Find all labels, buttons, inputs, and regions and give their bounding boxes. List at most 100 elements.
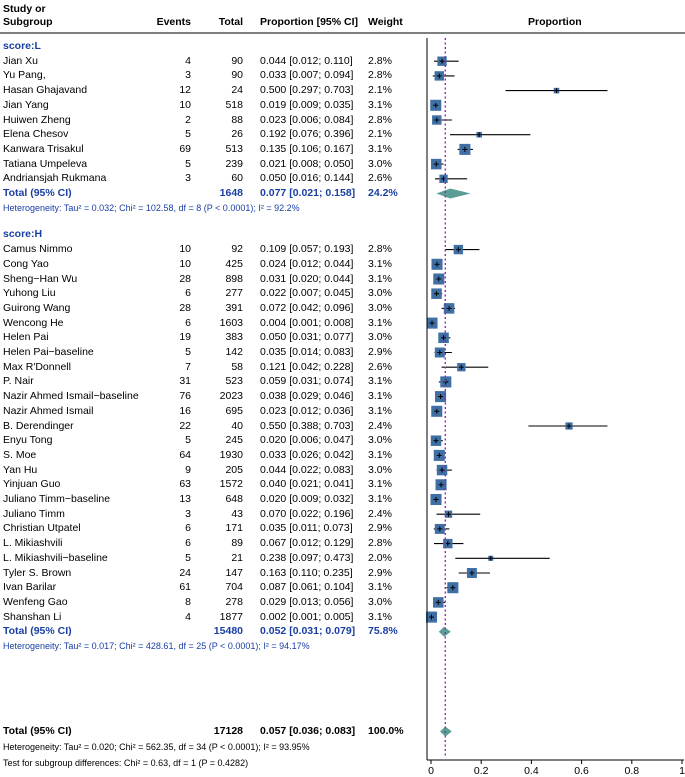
x-tick-label: 0.6 <box>574 765 589 777</box>
study-ci: 0.031 [0.020; 0.044] <box>260 272 354 285</box>
study-total: 92 <box>231 243 243 256</box>
study-ci: 0.044 [0.012; 0.110] <box>260 54 353 67</box>
study-total: 58 <box>231 360 243 373</box>
study-total: 21 <box>231 551 243 564</box>
study-events: 6 <box>185 287 191 300</box>
study-ci: 0.121 [0.042; 0.228] <box>260 360 354 373</box>
study-events: 31 <box>179 375 191 388</box>
overall-total-label: Total (95% CI) <box>3 725 72 737</box>
study-total: 24 <box>231 84 243 97</box>
study-ci: 0.021 [0.008; 0.050] <box>260 157 354 170</box>
overall-total-weight: 100.0% <box>368 725 404 737</box>
subgroup-label: score:L <box>3 40 41 52</box>
subgroup-total-diamond <box>438 626 451 637</box>
study-name: Juliano Timm−baseline <box>3 493 111 505</box>
study-weight: 2.8% <box>368 243 392 256</box>
study-events: 3 <box>185 507 191 520</box>
study-total: 695 <box>225 404 243 417</box>
study-ci: 0.044 [0.022; 0.083] <box>260 463 354 476</box>
study-events: 5 <box>185 551 191 564</box>
study-total: 518 <box>225 98 243 111</box>
study-weight: 2.8% <box>368 537 392 550</box>
header-plot-title: Proportion <box>528 16 582 28</box>
study-name: Yan Hu <box>3 463 38 476</box>
study-ci: 0.002 [0.001; 0.005] <box>260 610 354 623</box>
study-weight: 2.9% <box>368 346 392 358</box>
study-weight: 3.1% <box>368 142 392 155</box>
study-name: Nazir Ahmed Ismail <box>3 404 94 417</box>
header-subgroup: Subgroup <box>3 16 53 28</box>
study-name: B. Derendinger <box>3 419 74 432</box>
study-events: 3 <box>185 172 191 185</box>
study-events: 13 <box>179 493 191 505</box>
study-events: 10 <box>179 257 191 270</box>
study-events: 63 <box>179 478 191 491</box>
study-name: Kanwara Trisakul <box>3 142 84 155</box>
subgroup-total-ci: 0.052 [0.031; 0.079] <box>260 625 356 638</box>
study-weight: 3.0% <box>368 595 392 608</box>
study-ci: 0.033 [0.007; 0.094] <box>260 69 354 82</box>
study-events: 28 <box>179 272 191 285</box>
study-weight: 3.0% <box>368 463 392 476</box>
study-total: 425 <box>225 257 243 270</box>
study-weight: 3.1% <box>368 316 392 329</box>
study-events: 24 <box>179 566 191 579</box>
study-name: Helen Pai−baseline <box>3 346 94 358</box>
study-ci: 0.163 [0.110; 0.235] <box>260 566 353 579</box>
study-ci: 0.500 [0.297; 0.703] <box>260 84 354 97</box>
study-total: 43 <box>231 507 243 520</box>
study-ci: 0.238 [0.097; 0.473] <box>260 551 354 564</box>
study-weight: 3.1% <box>368 272 392 285</box>
subgroup-heterogeneity: Heterogeneity: Tau² = 0.032; Chi² = 102.… <box>3 202 300 213</box>
subgroup-total-total: 15480 <box>213 625 243 638</box>
study-events: 10 <box>179 98 191 111</box>
study-weight: 3.0% <box>368 157 392 170</box>
x-tick-label: 0 <box>428 765 434 777</box>
study-ci: 0.029 [0.013; 0.056] <box>260 595 354 608</box>
study-name: Ivan Barilar <box>3 581 57 594</box>
study-total: 205 <box>225 463 243 476</box>
study-events: 8 <box>185 595 191 608</box>
header-proportion-ci: Proportion [95% CI] <box>260 16 359 28</box>
study-ci: 0.024 [0.012; 0.044] <box>260 257 354 270</box>
study-name: Yuhong Liu <box>3 287 56 300</box>
study-ci: 0.004 [0.001; 0.008] <box>260 316 354 329</box>
study-ci: 0.040 [0.021; 0.041] <box>260 478 354 491</box>
study-ci: 0.023 [0.006; 0.084] <box>260 113 354 126</box>
study-ci: 0.020 [0.009; 0.032] <box>260 493 354 505</box>
overall-heterogeneity: Heterogeneity: Tau² = 0.020; Chi² = 562.… <box>3 742 310 752</box>
study-name: P. Nair <box>3 375 34 388</box>
study-total: 88 <box>231 113 243 126</box>
study-weight: 3.1% <box>368 478 392 491</box>
study-events: 5 <box>185 128 191 141</box>
study-name: Enyu Tong <box>3 434 53 447</box>
study-name: Tyler S. Brown <box>3 566 72 579</box>
study-name: Juliano Timm <box>3 507 65 520</box>
overall-total-ci: 0.057 [0.036; 0.083] <box>260 725 356 737</box>
study-ci: 0.035 [0.014; 0.083] <box>260 346 354 358</box>
study-weight: 2.4% <box>368 419 392 432</box>
study-name: Jian Xu <box>3 54 39 67</box>
study-total: 26 <box>231 128 243 141</box>
study-weight: 2.1% <box>368 84 392 97</box>
study-ci: 0.019 [0.009; 0.035] <box>260 98 354 111</box>
study-ci: 0.022 [0.007; 0.045] <box>260 287 354 300</box>
study-ci: 0.067 [0.012; 0.129] <box>260 537 354 550</box>
study-weight: 3.0% <box>368 434 392 447</box>
study-ci: 0.023 [0.012; 0.036] <box>260 404 354 417</box>
x-tick-label: 0.4 <box>524 765 539 777</box>
overall-total-total: 17128 <box>213 725 243 737</box>
study-weight: 3.1% <box>368 98 392 111</box>
subgroup-heterogeneity: Heterogeneity: Tau² = 0.017; Chi² = 428.… <box>3 641 310 651</box>
study-total: 391 <box>225 301 243 314</box>
study-weight: 3.1% <box>368 581 392 594</box>
study-weight: 3.1% <box>368 390 392 403</box>
study-ci: 0.020 [0.006; 0.047] <box>260 434 354 447</box>
study-weight: 2.1% <box>368 128 392 141</box>
x-tick-label: 0.2 <box>474 765 489 777</box>
study-total: 40 <box>231 419 243 432</box>
study-name: Sheng−Han Wu <box>3 272 78 285</box>
study-ci: 0.070 [0.022; 0.196] <box>260 507 354 520</box>
